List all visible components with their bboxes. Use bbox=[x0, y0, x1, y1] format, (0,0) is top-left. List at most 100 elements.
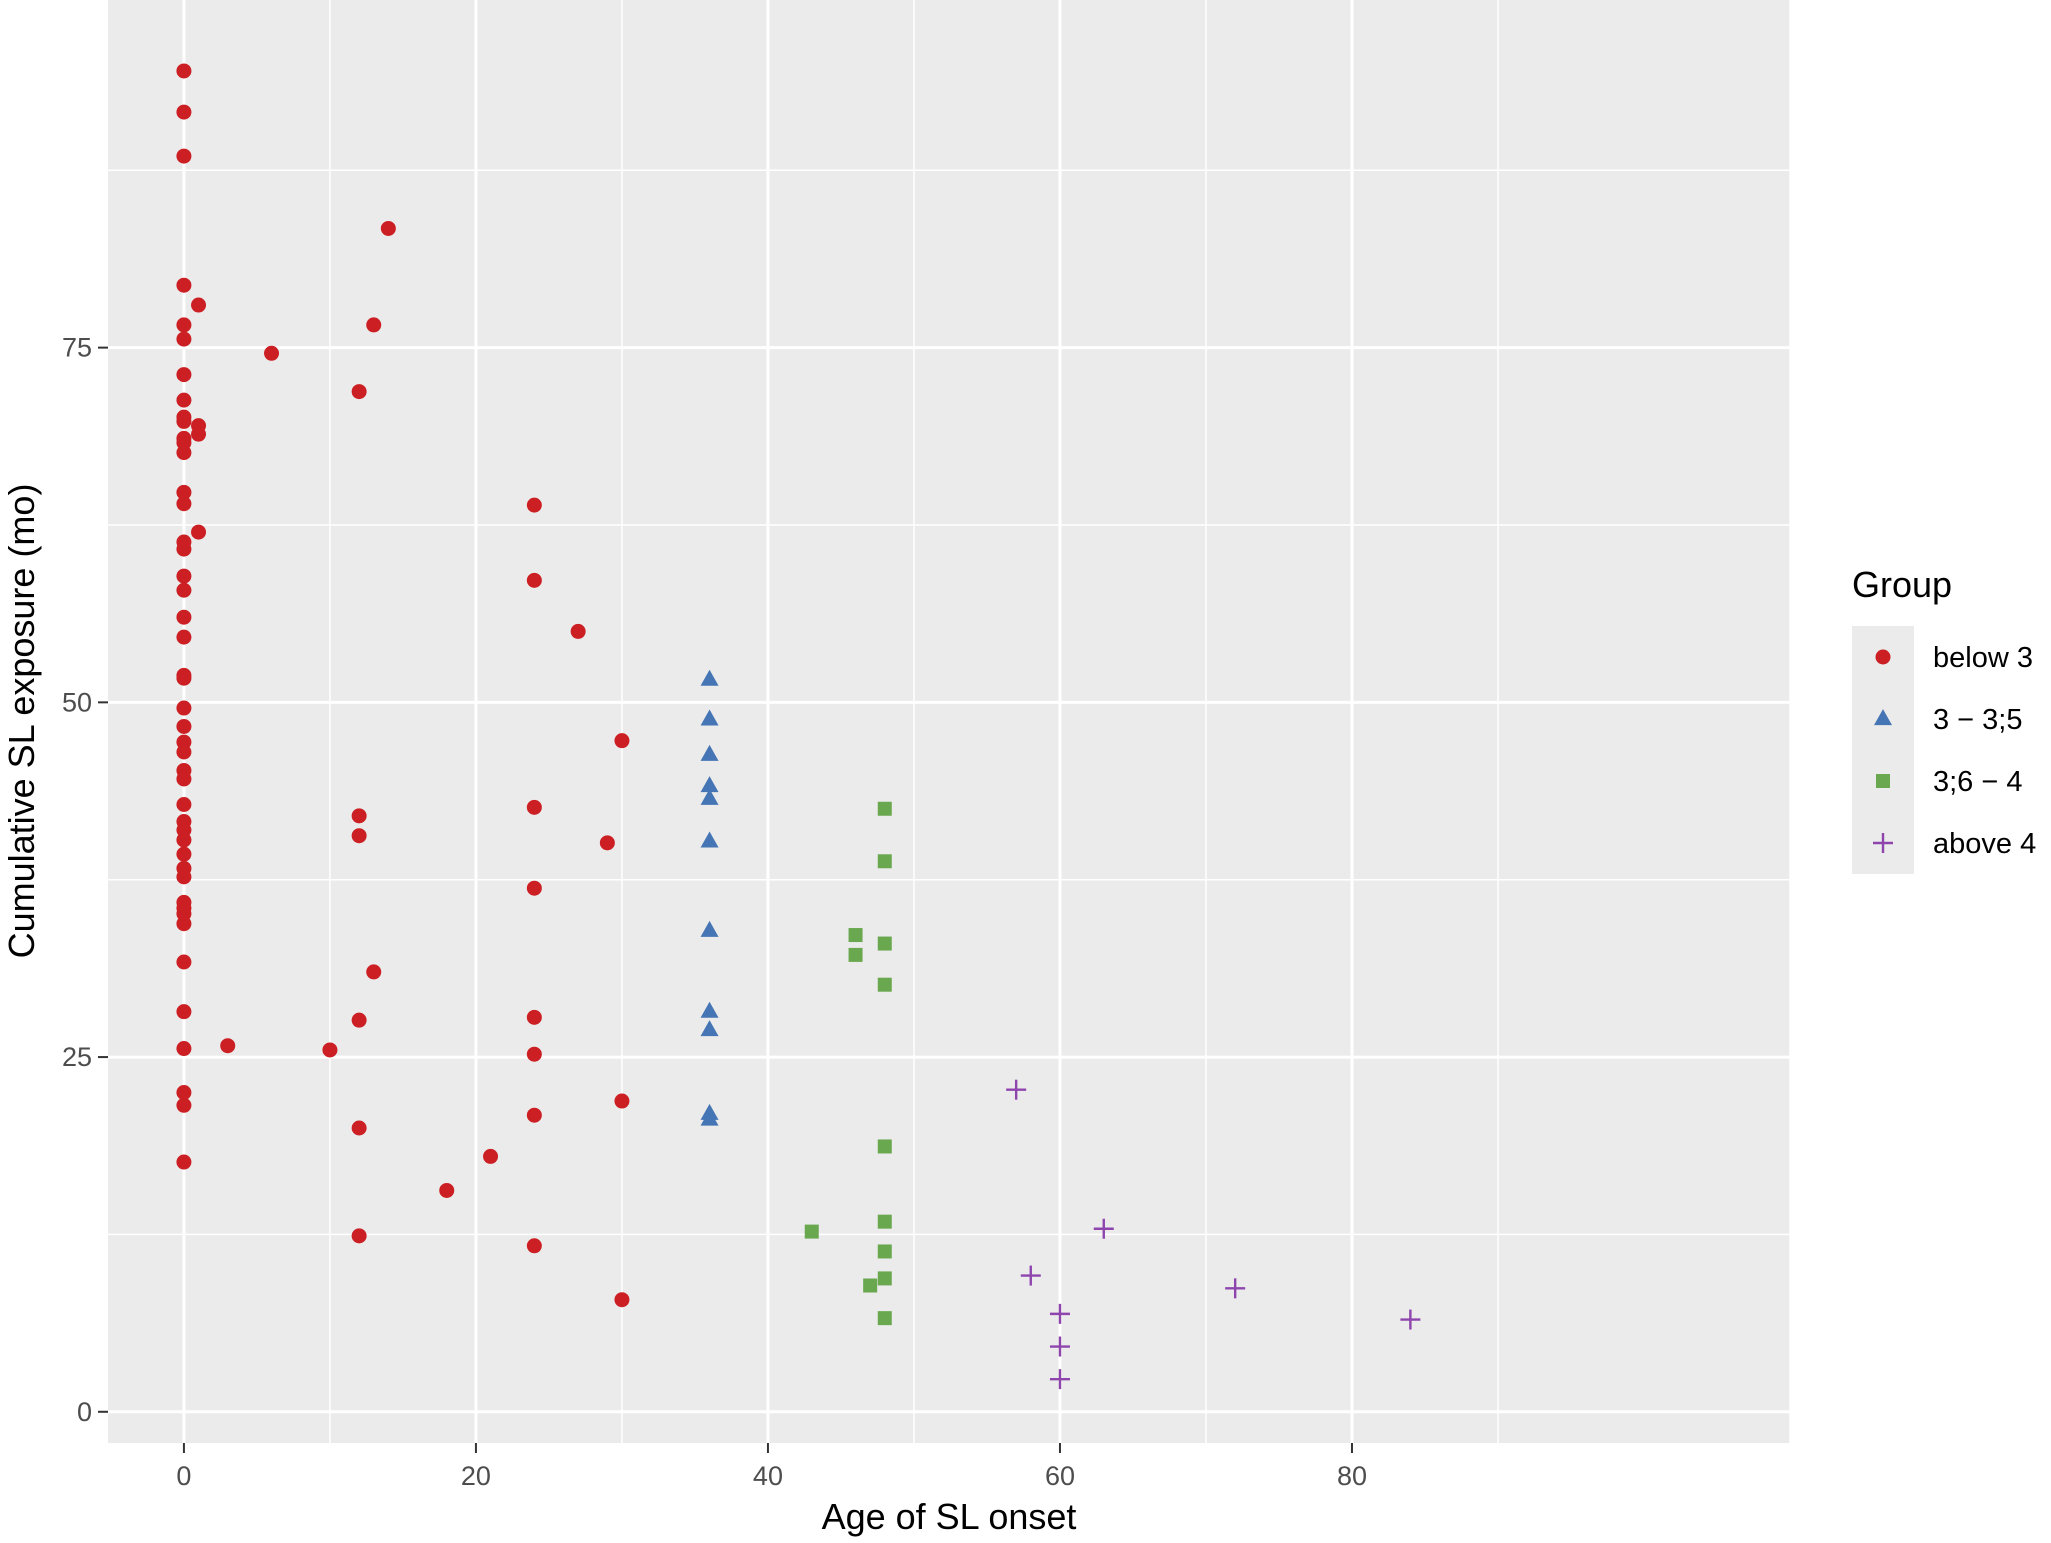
data-point bbox=[877, 1214, 892, 1229]
legend-label: 3;6 − 4 bbox=[1933, 766, 2023, 798]
legend-key-marker bbox=[1873, 833, 1893, 853]
data-point bbox=[1020, 1265, 1041, 1286]
data-point bbox=[176, 832, 192, 848]
x-axis-title: Age of SL onset bbox=[822, 1496, 1077, 1537]
data-point bbox=[264, 345, 280, 361]
data-point bbox=[176, 541, 192, 557]
data-point bbox=[877, 854, 892, 869]
data-point bbox=[366, 317, 382, 333]
data-point bbox=[351, 828, 367, 844]
data-point bbox=[700, 1001, 719, 1018]
data-point bbox=[1049, 1336, 1070, 1357]
x-tick-label: 0 bbox=[176, 1461, 191, 1491]
data-point bbox=[176, 392, 192, 408]
plot-panel bbox=[108, 0, 1790, 1443]
data-point bbox=[176, 771, 192, 787]
data-point bbox=[614, 1292, 630, 1308]
data-point bbox=[176, 331, 192, 347]
y-tick-label: 50 bbox=[62, 687, 92, 717]
data-point bbox=[614, 733, 630, 749]
data-point bbox=[526, 880, 542, 896]
data-point bbox=[351, 1228, 367, 1244]
y-tick-label: 0 bbox=[77, 1397, 92, 1427]
data-point bbox=[570, 623, 586, 639]
data-point bbox=[351, 1012, 367, 1028]
data-point bbox=[526, 1238, 542, 1254]
data-point bbox=[877, 801, 892, 816]
data-point bbox=[176, 496, 192, 512]
data-point bbox=[439, 1182, 455, 1198]
data-point bbox=[526, 1009, 542, 1025]
data-point bbox=[877, 1139, 892, 1154]
legend: Group below 3 3 − 3;5 3;6 − 4 above 4 bbox=[1852, 564, 2036, 874]
y-axis-ticks: 0 25 50 75 bbox=[62, 333, 108, 1427]
data-point bbox=[614, 1093, 630, 1109]
y-tick-label: 25 bbox=[62, 1042, 92, 1072]
data-point bbox=[1049, 1369, 1070, 1390]
data-point bbox=[877, 936, 892, 951]
legend-keys: below 3 3 − 3;5 3;6 − 4 above 4 bbox=[1852, 626, 2036, 874]
data-point bbox=[848, 947, 863, 962]
data-point bbox=[176, 317, 192, 333]
x-tick-label: 20 bbox=[461, 1461, 491, 1491]
data-point bbox=[380, 220, 396, 236]
legend-label: below 3 bbox=[1933, 642, 2033, 674]
data-point bbox=[483, 1148, 499, 1164]
data-points bbox=[176, 63, 1421, 1390]
data-point bbox=[351, 1120, 367, 1136]
data-point bbox=[176, 445, 192, 461]
data-point bbox=[877, 1244, 892, 1259]
legend-key-marker bbox=[1874, 709, 1892, 726]
legend-label: 3 − 3;5 bbox=[1933, 704, 2023, 736]
data-point bbox=[700, 1020, 719, 1037]
x-tick-label: 80 bbox=[1337, 1461, 1367, 1491]
data-point bbox=[366, 964, 382, 980]
data-point bbox=[176, 1085, 192, 1101]
data-point bbox=[176, 869, 192, 885]
x-axis-ticks: 0 20 40 60 80 bbox=[176, 1443, 1367, 1491]
data-point bbox=[176, 1154, 192, 1170]
data-point bbox=[176, 568, 192, 584]
data-point bbox=[191, 297, 207, 313]
data-point bbox=[877, 977, 892, 992]
data-point bbox=[1400, 1309, 1421, 1330]
data-point bbox=[176, 609, 192, 625]
data-point bbox=[526, 1046, 542, 1062]
data-point bbox=[191, 524, 207, 540]
data-point bbox=[700, 831, 719, 848]
data-point bbox=[176, 954, 192, 970]
data-point bbox=[877, 1311, 892, 1326]
data-point bbox=[176, 63, 192, 79]
data-point bbox=[176, 670, 192, 686]
data-point bbox=[1093, 1218, 1114, 1239]
data-point bbox=[176, 367, 192, 383]
data-point bbox=[700, 788, 719, 805]
data-point bbox=[176, 1041, 192, 1057]
data-point bbox=[877, 1271, 892, 1286]
data-point bbox=[176, 484, 192, 500]
data-point bbox=[176, 104, 192, 120]
legend-key-marker bbox=[1876, 774, 1890, 788]
data-point bbox=[700, 1109, 719, 1126]
data-point bbox=[700, 709, 719, 726]
y-tick-label: 75 bbox=[62, 333, 92, 363]
data-point bbox=[1049, 1303, 1070, 1324]
data-point bbox=[1006, 1079, 1027, 1100]
data-point bbox=[176, 1097, 192, 1113]
data-point bbox=[700, 776, 719, 793]
data-point bbox=[176, 797, 192, 813]
data-point bbox=[1225, 1278, 1246, 1299]
data-point bbox=[176, 148, 192, 164]
data-point bbox=[176, 700, 192, 716]
legend-label: above 4 bbox=[1933, 828, 2036, 860]
data-point bbox=[176, 916, 192, 932]
data-point bbox=[700, 744, 719, 761]
data-point bbox=[863, 1278, 878, 1293]
data-point bbox=[176, 744, 192, 760]
x-tick-label: 40 bbox=[753, 1461, 783, 1491]
data-point bbox=[599, 835, 615, 851]
data-point bbox=[176, 277, 192, 293]
data-point bbox=[848, 928, 863, 943]
data-point bbox=[700, 669, 719, 686]
